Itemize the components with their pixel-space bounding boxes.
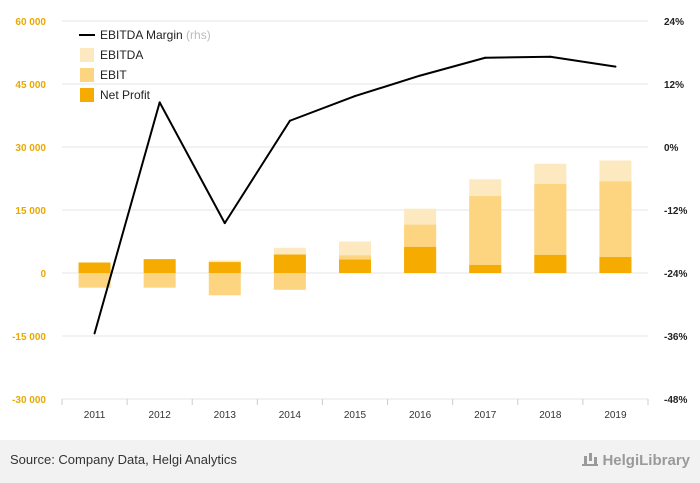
line-point — [614, 65, 617, 68]
legend-label-suffix: (rhs) — [186, 28, 211, 42]
y-left-tick-label: 15 000 — [15, 206, 46, 217]
y-left-tick-label: 60 000 — [15, 17, 46, 28]
bar-ebit — [78, 273, 111, 288]
y-right-tick-label: -24% — [664, 269, 687, 280]
x-tick-label: 2013 — [214, 410, 237, 421]
brand-logo: HelgiLibrary — [582, 450, 690, 469]
bar-net-profit — [143, 259, 176, 273]
legend-label: EBIT — [100, 68, 127, 82]
y-axis-left: -30 000 -15 000 0 15 000 30 000 45 000 60 000 — [12, 17, 46, 406]
legend: EBITDA Margin (rhs) EBITDA EBIT Net Profit — [79, 28, 211, 102]
y-right-tick-label: 12% — [664, 80, 684, 91]
legend-swatch — [80, 68, 94, 82]
brand-name: HelgiLibrary — [602, 452, 690, 469]
source-note: Source: Company Data, Helgi Analytics — [10, 452, 237, 467]
x-tick-label: 2016 — [409, 410, 432, 421]
legend-label: EBITDA — [100, 48, 143, 62]
y-left-tick-label: -15 000 — [12, 332, 46, 343]
legend-label: EBITDA Margin (rhs) — [100, 28, 211, 42]
x-tick-label: 2017 — [474, 410, 497, 421]
legend-label: Net Profit — [100, 88, 151, 102]
bar-net-profit — [599, 257, 632, 273]
bar-ebit — [273, 273, 306, 290]
y-axis-right: -48% -36% -24% -12% 0% 12% 24% — [664, 17, 687, 406]
footer: Source: Company Data, Helgi Analytics He… — [0, 440, 700, 483]
line-point — [288, 119, 291, 122]
y-right-tick-label: 24% — [664, 17, 684, 28]
bar-ebit — [469, 196, 502, 273]
line-point — [354, 95, 356, 98]
bar-net-profit — [273, 254, 306, 273]
line-point — [93, 332, 96, 335]
bar-net-profit — [339, 259, 371, 273]
library-icon — [582, 450, 599, 466]
bar-net-profit — [78, 262, 111, 273]
line-point — [223, 222, 226, 225]
y-left-tick-label: 30 000 — [15, 143, 46, 154]
line-point — [549, 55, 552, 58]
bars — [78, 160, 632, 296]
y-right-tick-label: 0% — [664, 143, 679, 154]
bar-net-profit — [404, 246, 437, 273]
x-tick-label: 2019 — [604, 410, 627, 421]
line-point — [484, 56, 487, 59]
line-point — [158, 101, 161, 104]
legend-swatch — [80, 88, 94, 102]
bar-net-profit — [534, 254, 567, 273]
x-tick-label: 2018 — [539, 410, 562, 421]
y-right-tick-label: -36% — [664, 332, 687, 343]
margin-line — [93, 55, 617, 335]
bar-net-profit — [469, 265, 502, 273]
y-right-tick-label: -48% — [664, 395, 687, 406]
legend-swatch — [80, 48, 94, 62]
y-left-tick-label: 45 000 — [15, 80, 46, 91]
x-axis: 2011 2012 2013 2014 2015 2016 2017 2018 2019 — [84, 410, 627, 421]
line-point — [419, 74, 422, 77]
bar-ebit — [143, 273, 176, 288]
y-left-tick-label: 0 — [40, 269, 46, 280]
x-tick-label: 2012 — [149, 410, 172, 421]
x-tick-label: 2011 — [84, 410, 106, 421]
x-tick-label: 2014 — [279, 410, 302, 421]
bar-net-profit — [208, 262, 241, 273]
x-tick-label: 2015 — [344, 410, 367, 421]
y-right-tick-label: -12% — [664, 206, 687, 217]
bar-ebit — [208, 273, 241, 296]
y-left-tick-label: -30 000 — [12, 395, 46, 406]
